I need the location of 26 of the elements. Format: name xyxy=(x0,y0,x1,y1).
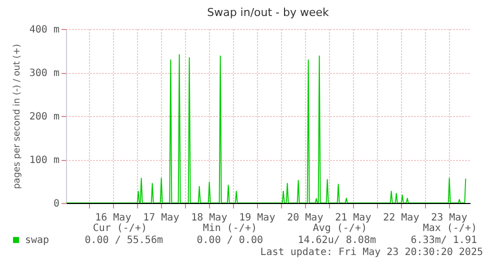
y-tick-label: 200 m xyxy=(29,112,60,122)
y-tick-label: 100 m xyxy=(29,155,60,166)
x-tick-label: 19 May xyxy=(239,212,276,224)
text: 14.62u/ 8.08m xyxy=(298,235,376,246)
y-axis-title: pages per second in (-) / out (+) xyxy=(12,44,22,190)
text: 0.00 / 0.00 xyxy=(196,235,263,246)
legend-label: swap xyxy=(25,235,50,246)
y-tick-label: 300 m xyxy=(29,68,60,79)
text: Max (-/+) xyxy=(422,223,477,234)
y-tick-label: 0 xyxy=(53,198,60,210)
x-tick-label: 18 May xyxy=(191,212,228,224)
text: Avg (-/+) xyxy=(312,223,367,234)
text: Last update: Fri May 23 20:30:20 2025 xyxy=(260,247,483,258)
x-tick-label: 17 May xyxy=(143,212,180,224)
text: Min (-/+) xyxy=(202,223,257,234)
line-series xyxy=(66,54,466,203)
x-tick-label: 16 May xyxy=(95,212,132,224)
chart-title: Swap in/out - by week xyxy=(207,6,330,19)
x-tick-label: 22 May xyxy=(383,212,420,224)
text: Cur (-/+) xyxy=(92,223,147,234)
text: 0.00 / 55.56m xyxy=(84,235,163,246)
x-tick-label: 21 May xyxy=(335,212,372,224)
text: 6.33m/ 1.91 xyxy=(410,235,477,246)
y-tick-label: 400 m xyxy=(29,24,60,36)
x-tick-label: 23 May xyxy=(431,212,468,224)
x-tick-label: 20 May xyxy=(287,212,324,224)
